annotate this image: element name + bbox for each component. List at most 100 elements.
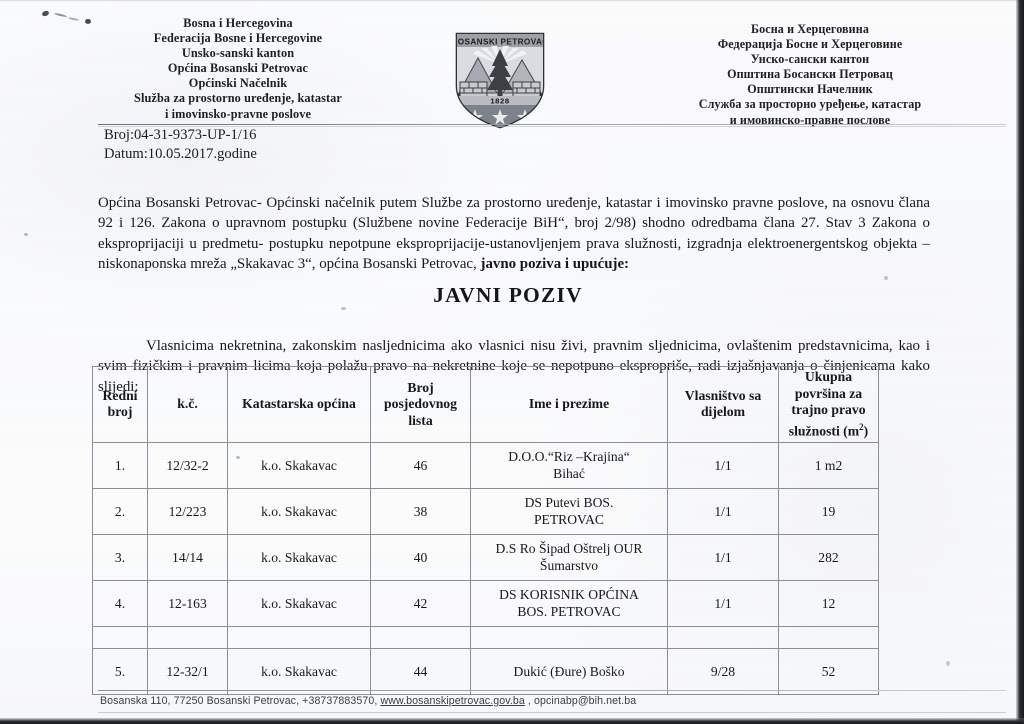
cell-ime-i-prezime: D.S Ro Šipad Oštrelj OUR Šumarstvo [470,533,668,581]
table-row-blank [92,625,879,649]
header-right-line: Општински Начелник [747,82,873,97]
scan-edge-bottom [0,718,1024,724]
header-right-line: Општина Босански Петровац [727,67,893,82]
footer-bottom-rule [98,712,1006,713]
header-divider-rule [98,124,1006,125]
cell-redni-broj: 1. [92,441,148,489]
reference-number: Broj:04-31-9373-UP-1/16 [104,127,257,143]
col-header-katastarska-opcina: Katastarska općina [227,366,371,443]
scan-speck [24,233,28,236]
cell-ukupna-povrsina: 19 [778,487,879,535]
cell-ukupna-povrsina [778,625,879,649]
header-left-line: Općina Bosanski Petrovac [167,61,309,76]
cell-kc [147,625,228,649]
col-header-redni-broj: Redni broj [92,366,148,443]
reference-block: Broj:04-31-9373-UP-1/16 Datum:10.05.2017… [104,126,524,163]
document-title: JAVNI POZIV [433,283,583,307]
table-row: 2. 12/223 k.o. Skakavac 38 DS Putevi BOS. PET… [92,487,879,535]
cell-katastarska-opcina [227,625,371,649]
header-left-latin: Bosna i Hercegovina Federacija Bosne i H… [103,16,373,122]
col-header-ime-i-prezime: Ime i prezime [470,366,668,443]
ukupna-superscript: 2 [859,421,864,432]
cell-katastarska-opcina: k.o. Skakavac [227,579,371,627]
ukupna-line4: služnosti (m [788,423,860,439]
header-right-line: Унско-сански кантон [750,52,870,67]
header-right-line: и имовинско-правне послове [729,112,891,127]
footer-divider-rule [98,690,1006,691]
cell-redni-broj: 5. [92,647,148,695]
cell-broj-posjedovnog-lista: 38 [370,487,471,535]
footer-website-link[interactable]: www.bosanskipetrovac.gov.ba [380,695,525,707]
cell-broj-posjedovnog-lista: 40 [370,533,471,581]
scan-edge-top [0,0,1024,2]
cell-ukupna-povrsina: 282 [778,533,879,581]
cell-ime-i-prezime: DS Putevi BOS. PETROVAC [470,487,668,535]
cell-katastarska-opcina: k.o. Skakavac [227,533,371,581]
footer-email-link[interactable]: opcinabp@bih.net.ba [534,695,637,707]
scan-speck [946,661,950,666]
table-header: Redni broj k.č. Katastarska općina Broj … [92,366,879,443]
cell-kc: 12-163 [147,579,228,627]
col-header-vlasnistvo-sa-dijelom: Vlasništvo sa dijelom [667,366,779,443]
ukupna-line2: površina za [794,385,863,401]
properties-table: Redni broj k.č. Katastarska općina Broj … [92,366,879,695]
svg-text:1828: 1828 [490,97,509,106]
cell-broj-posjedovnog-lista: 46 [370,441,471,489]
table-row: 4. 12-163 k.o. Skakavac 42 DS KORISNIK OPĆIN… [92,579,879,627]
svg-text:BOSANSKI PETROVAC: BOSANSKI PETROVAC [451,37,548,46]
cell-broj-posjedovnog-lista [370,625,471,649]
col-header-broj-posjedovnog-lista: Broj posjedovnog lista [370,366,471,443]
cell-redni-broj: 4. [92,579,148,627]
cell-redni-broj: 2. [92,487,148,535]
table-row: 1. 12/32-2 k.o. Skakavac 46 D.O.O.“Riz –Kraj… [92,441,879,489]
cell-kc: 12/223 [147,487,228,535]
cell-katastarska-opcina: k.o. Skakavac [227,487,371,535]
header-left-line: Federacija Bosne i Hercegovine [153,31,323,46]
header-left-line: Unsko-sanski kanton [181,46,295,61]
cell-broj-posjedovnog-lista: 44 [370,647,471,695]
cell-vlasnistvo-sa-dijelom: 1/1 [667,441,779,489]
cell-vlasnistvo-sa-dijelom: 1/1 [667,579,779,627]
cell-ukupna-povrsina: 1 m2 [778,441,879,489]
ukupna-line3: trajno pravo [791,402,866,418]
intro-call-to-action: javno poziva i upućuje: [480,256,630,273]
intro-paragraph: Općina Bosanski Petrovac- Općinski načel… [98,193,930,275]
cell-vlasnistvo-sa-dijelom [667,625,779,649]
scan-speck [884,276,888,280]
cell-ukupna-povrsina: 12 [778,579,879,627]
footer-separator: , [524,695,535,707]
header-left-line: Općinski Načelnik [188,76,288,91]
table-body: 1. 12/32-2 k.o. Skakavac 46 D.O.O.“Riz –Kraj… [92,441,879,695]
ukupna-line1: Ukupna [804,369,853,384]
table-row: 3. 14/14 k.o. Skakavac 40 D.S Ro Šipad Oštre… [92,533,879,581]
intro-text: Općina Bosanski Petrovac- Općinski načel… [98,194,930,273]
cell-vlasnistvo-sa-dijelom: 1/1 [667,487,779,535]
header-left-line: Bosna i Hercegovina [183,16,293,30]
cell-ime-i-prezime: D.O.O.“Riz –Krajina“ Bihać [470,441,668,489]
cell-redni-broj: 3. [92,533,148,581]
ukupna-line4b: ) [863,423,869,439]
header-right-cyrillic: Босна и Херцеговина Федерација Босне и Х… [650,22,970,128]
cell-ime-i-prezime: DS KORISNIK OPĆINA BOS. PETROVAC [470,579,668,627]
cell-vlasnistvo-sa-dijelom: 1/1 [667,533,779,581]
cell-vlasnistvo-sa-dijelom: 9/28 [667,647,779,695]
cell-katastarska-opcina: k.o. Skakavac [227,647,371,695]
scan-edge-right [1016,0,1024,724]
cell-ukupna-povrsina: 52 [778,647,879,695]
header-right-line: Федерација Босне и Херцеговине [717,37,903,52]
header-left-line: i imovinsko-pravne poslove [164,106,312,121]
cell-katastarska-opcina: k.o. Skakavac [227,441,371,489]
header-right-line: Служба за просторно уређење, катастар [698,97,922,112]
table-row: 5. 12-32/1 k.o. Skakavac 44 Dukić (Đure) Boš… [92,647,879,695]
cell-ime-i-prezime [470,625,668,649]
table-header-row: Redni broj k.č. Katastarska općina Broj … [92,366,879,443]
cell-kc: 12-32/1 [147,647,228,695]
scan-speck [341,307,346,310]
document-header: Bosna i Hercegovina Federacija Bosne i H… [0,14,1016,129]
cell-kc: 14/14 [147,533,228,581]
header-divider-rule-shadow [98,126,1006,127]
footer-contact: Bosanska 110, 77250 Bosanski Petrovac, +… [100,694,960,708]
header-right-line: Босна и Херцеговина [751,22,869,36]
cell-redni-broj [92,625,148,649]
